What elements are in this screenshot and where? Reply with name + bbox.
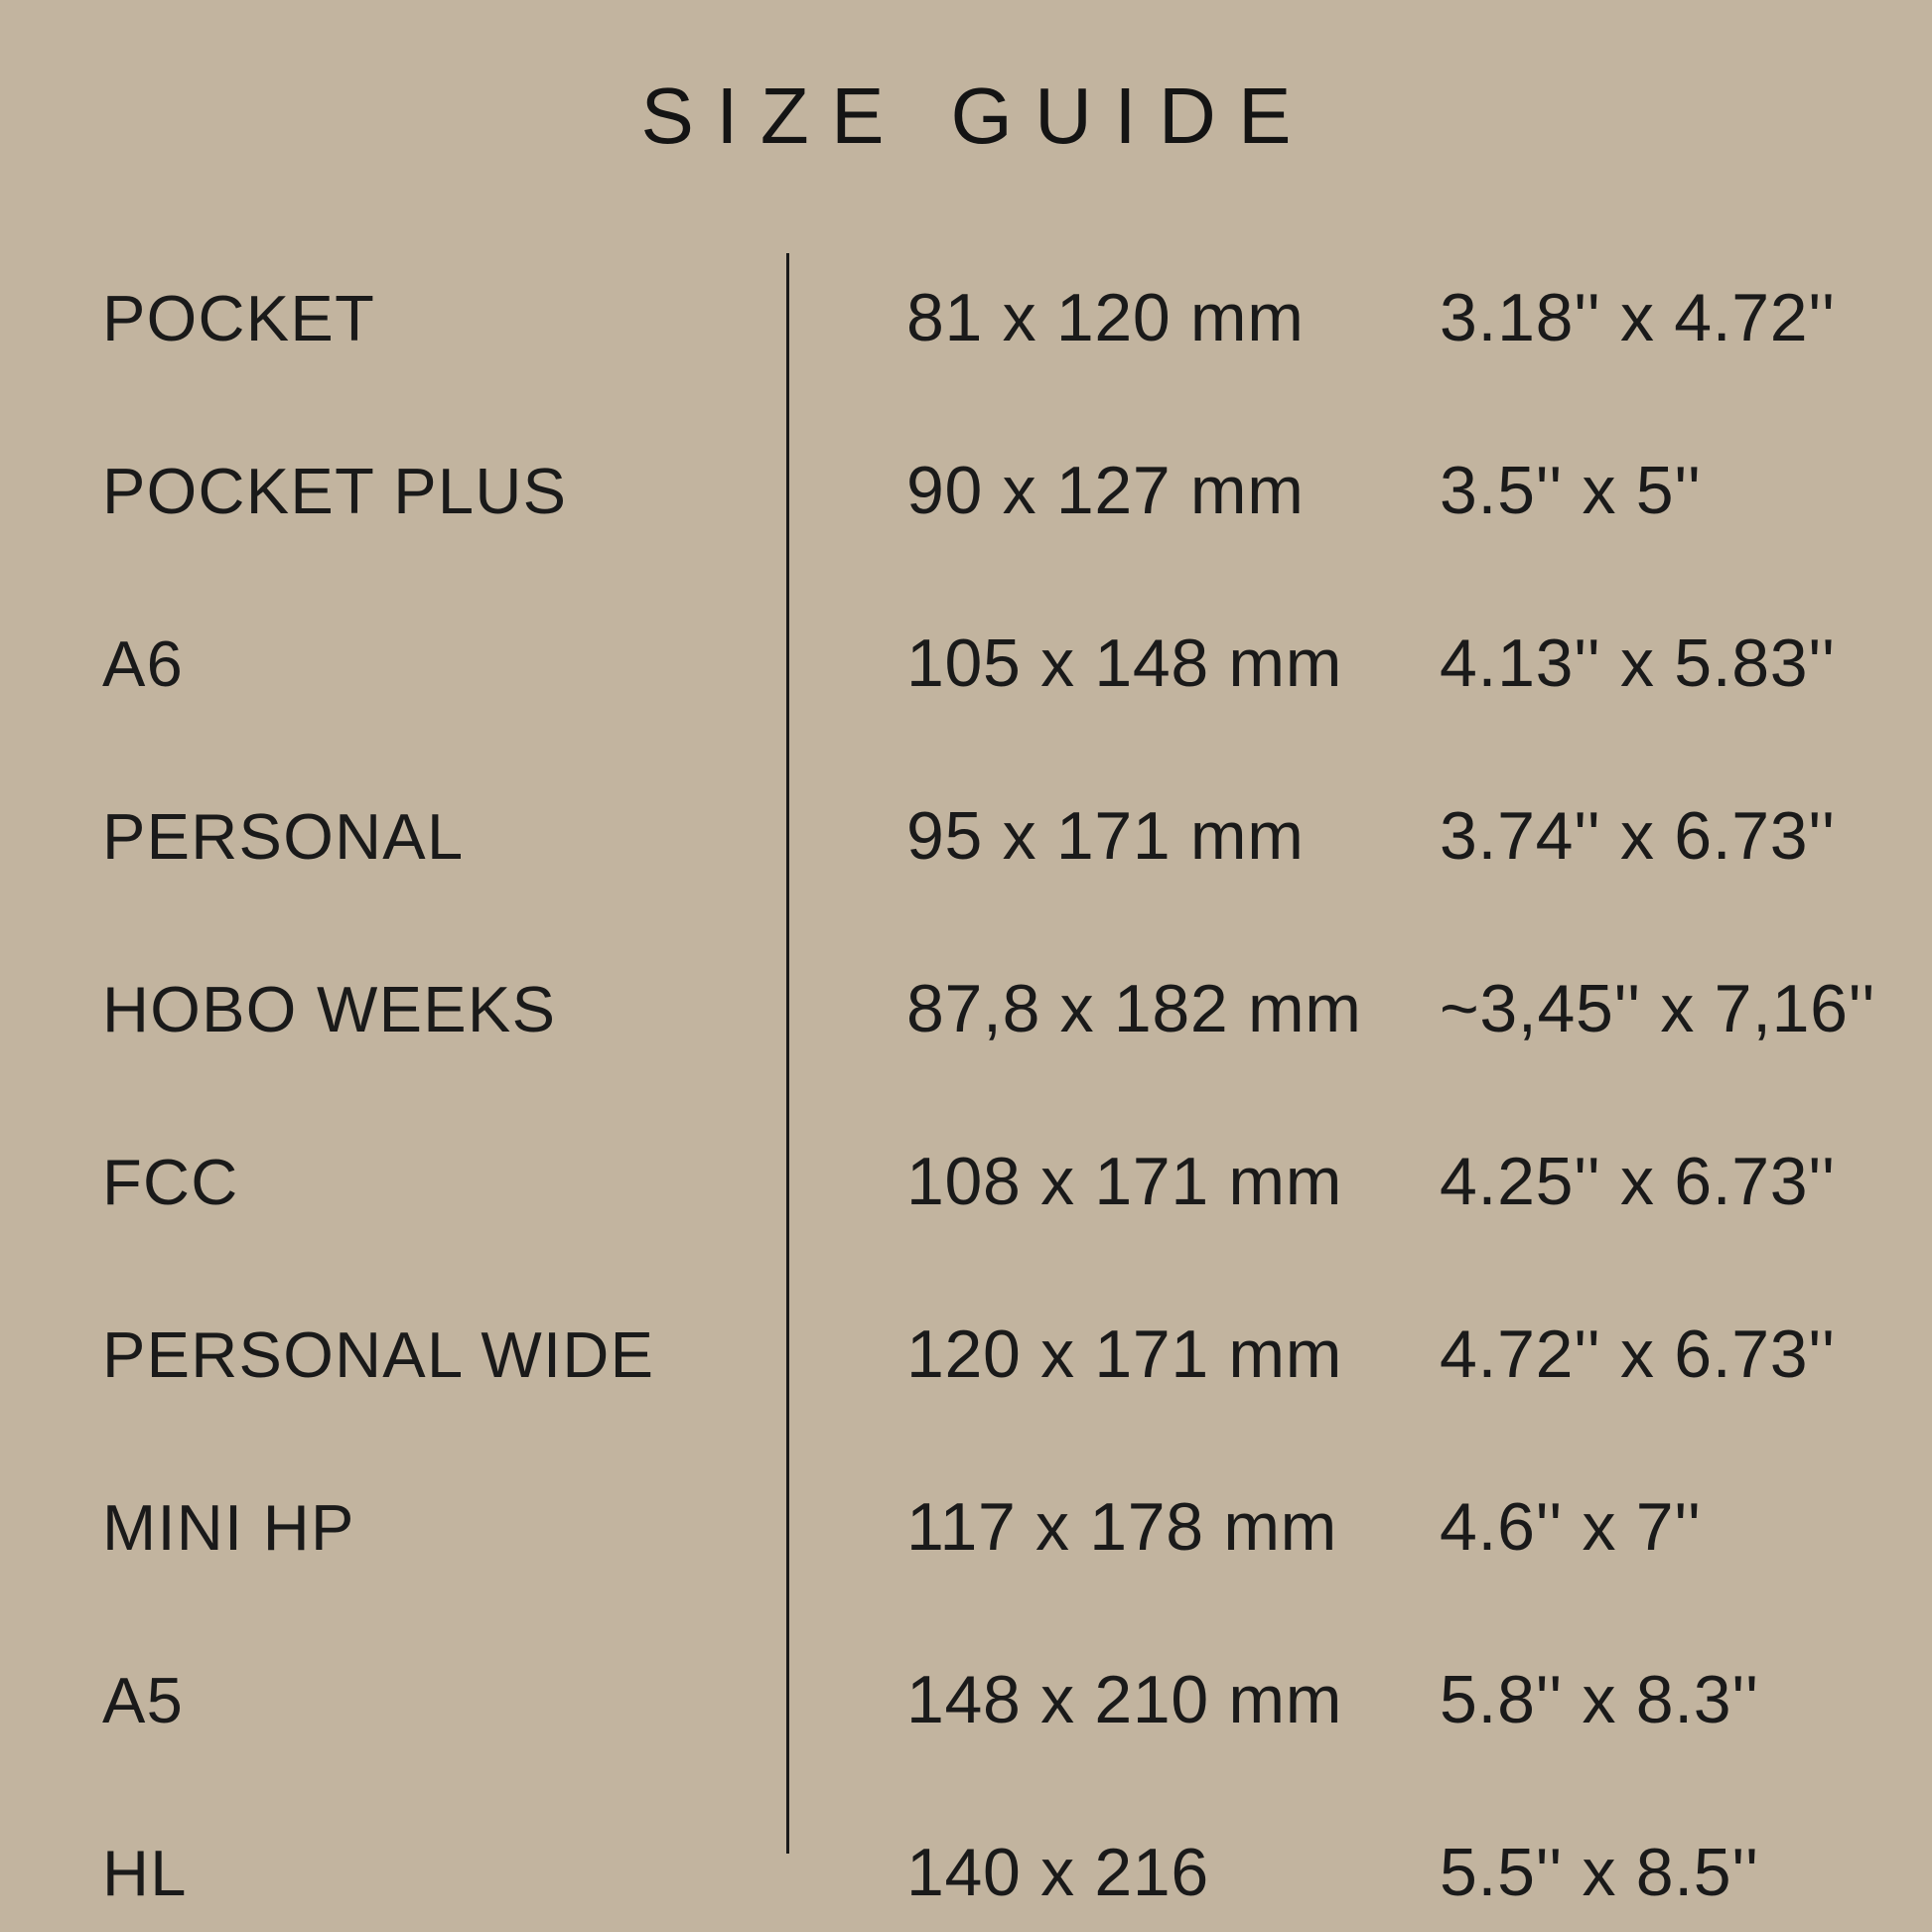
size-mm: 90 x 127 mm (906, 453, 1305, 528)
size-name: PERSONAL (102, 799, 465, 873)
size-table: POCKET 81 x 120 mm 3.18'' x 4.72'' POCKE… (0, 231, 1932, 1932)
size-name: PERSONAL WIDE (102, 1317, 655, 1391)
table-row: FCC 108 x 171 mm 4.25'' x 6.73'' (0, 1095, 1932, 1268)
table-row: HOBO WEEKS 87,8 x 182 mm ~3,45'' x 7,16'… (0, 922, 1932, 1095)
size-inches: 5.8'' x 8.3'' (1440, 1662, 1759, 1737)
size-mm: 108 x 171 mm (906, 1144, 1343, 1219)
size-name: POCKET PLUS (102, 454, 568, 527)
table-row: MINI HP 117 x 178 mm 4.6'' x 7'' (0, 1441, 1932, 1613)
size-mm: 81 x 120 mm (906, 280, 1305, 355)
size-name: A6 (102, 626, 185, 700)
table-row: POCKET 81 x 120 mm 3.18'' x 4.72'' (0, 231, 1932, 404)
page-title: SIZE GUIDE (640, 71, 1313, 160)
table-row: A5 148 x 210 mm 5.8'' x 8.3'' (0, 1613, 1932, 1786)
size-mm: 95 x 171 mm (906, 798, 1305, 874)
size-inches: 4.25'' x 6.73'' (1440, 1144, 1836, 1219)
table-row: A6 105 x 148 mm 4.13'' x 5.83'' (0, 577, 1932, 750)
table-row: POCKET PLUS 90 x 127 mm 3.5'' x 5'' (0, 404, 1932, 577)
size-name: HL (102, 1836, 188, 1909)
size-inches: 4.72'' x 6.73'' (1440, 1316, 1836, 1392)
size-inches: ~3,45'' x 7,16'' (1440, 971, 1876, 1046)
size-name: HOBO WEEKS (102, 972, 557, 1045)
size-mm: 105 x 148 mm (906, 625, 1343, 701)
size-inches: 4.13'' x 5.83'' (1440, 625, 1836, 701)
table-row: PERSONAL WIDE 120 x 171 mm 4.72'' x 6.73… (0, 1268, 1932, 1441)
column-divider-line (786, 253, 789, 1854)
size-name: A5 (102, 1663, 185, 1736)
size-mm: 140 x 216 (906, 1835, 1209, 1910)
size-mm: 117 x 178 mm (906, 1489, 1337, 1565)
size-name: POCKET (102, 281, 376, 354)
size-mm: 148 x 210 mm (906, 1662, 1343, 1737)
size-name: MINI HP (102, 1490, 355, 1564)
size-mm: 120 x 171 mm (906, 1316, 1343, 1392)
size-inches: 3.18'' x 4.72'' (1440, 280, 1836, 355)
table-row: HL 140 x 216 5.5'' x 8.5'' (0, 1786, 1932, 1932)
size-inches: 3.74'' x 6.73'' (1440, 798, 1836, 874)
size-mm: 87,8 x 182 mm (906, 971, 1362, 1046)
size-inches: 5.5'' x 8.5'' (1440, 1835, 1759, 1910)
size-name: FCC (102, 1145, 239, 1218)
size-inches: 4.6'' x 7'' (1440, 1489, 1702, 1565)
table-row: PERSONAL 95 x 171 mm 3.74'' x 6.73'' (0, 750, 1932, 922)
size-inches: 3.5'' x 5'' (1440, 453, 1702, 528)
